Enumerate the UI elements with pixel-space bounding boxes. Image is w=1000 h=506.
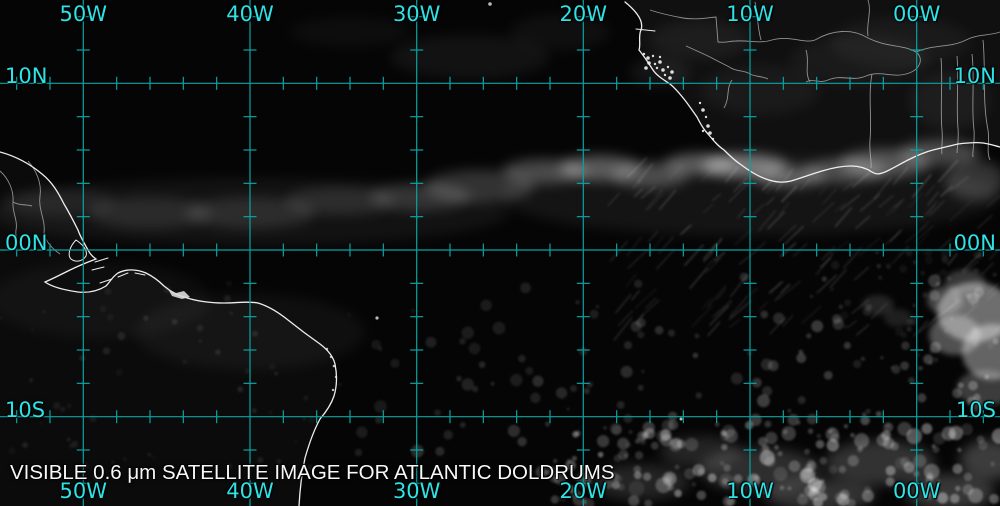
lon-label-top-10w: 10W	[726, 2, 774, 26]
country-border-africa	[956, 55, 959, 154]
country-border-africa	[649, 9, 773, 43]
country-border-south-america	[27, 160, 61, 255]
lat-label-right-10n: 10N	[953, 64, 996, 89]
lat-label-right-10s: 10S	[955, 397, 996, 422]
lat-label-left-00n: 00N	[5, 231, 48, 255]
country-borders	[0, 0, 1000, 255]
sao-luis-bays	[168, 289, 190, 299]
lon-label-bottom-40w: 40W	[226, 479, 274, 503]
coastline-west-africa	[624, 1, 1000, 183]
country-border-africa	[685, 45, 769, 80]
country-border-africa	[869, 73, 873, 169]
country-border-africa	[915, 31, 1000, 53]
caption-block: VISIBLE 0.6 μm SATELLITE IMAGE FOR ATLAN…	[10, 419, 615, 506]
country-border-africa	[723, 79, 733, 109]
lat-label-left-10s: 10S	[5, 397, 46, 422]
caption-title: VISIBLE 0.6 μm SATELLITE IMAGE FOR ATLAN…	[10, 460, 615, 484]
lat-label-left-10n: 10N	[5, 64, 48, 89]
country-border-africa	[982, 39, 991, 161]
lon-label-top-00w: 00W	[892, 2, 941, 26]
gambia-river-inlet	[635, 28, 656, 32]
country-border-africa	[805, 49, 811, 83]
country-border-south-america	[0, 170, 18, 247]
lat-label-right-00n: 00N	[953, 231, 996, 255]
lon-label-bottom-10w: 10W	[726, 479, 774, 503]
coastline-south-america	[0, 151, 338, 506]
lon-label-top-20w: 20W	[559, 2, 608, 26]
country-border-africa	[754, 1, 762, 41]
lon-label-bottom-00w: 00W	[892, 479, 941, 503]
country-border-africa	[940, 57, 943, 155]
lon-label-top-50w: 50W	[59, 2, 108, 26]
lon-label-bottom-50w: 50W	[59, 479, 108, 503]
lon-label-bottom-20w: 20W	[559, 479, 608, 503]
amazon-delta	[68, 239, 146, 284]
lon-label-bottom-30w: 30W	[392, 479, 441, 503]
lon-label-top-40w: 40W	[226, 2, 274, 26]
country-border-africa	[867, 0, 870, 37]
country-border-africa	[771, 31, 921, 83]
lon-label-top-30w: 30W	[392, 2, 441, 26]
country-border-south-america	[12, 201, 33, 207]
cloud-puff-layer	[0, 248, 1000, 506]
country-border-africa	[971, 53, 975, 158]
guinea-coast-speckles	[642, 52, 715, 141]
